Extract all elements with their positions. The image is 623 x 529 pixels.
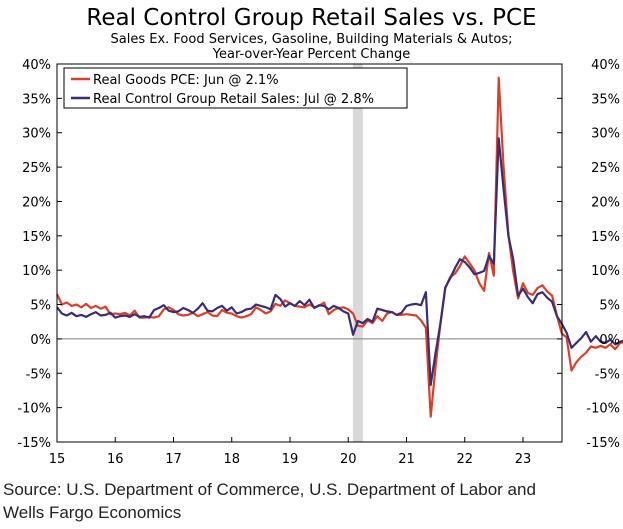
x-tick-label: 22 <box>456 452 473 467</box>
x-tick-label: 17 <box>165 452 182 467</box>
x-tick-label: 21 <box>398 452 415 467</box>
x-tick-label: 20 <box>340 452 357 467</box>
x-tick-label: 18 <box>223 452 240 467</box>
recession-shade <box>352 64 363 442</box>
legend-label-goods-pce: Real Goods PCE: Jun @ 2.1% <box>93 73 279 88</box>
source-line-1: Source: U.S. Department of Commerce, U.S… <box>3 480 536 499</box>
y-tick-label-left: 5% <box>30 299 51 314</box>
x-tick-label: 19 <box>282 452 299 467</box>
y-tick-label-right: 15% <box>591 230 620 245</box>
y-tick-label-right: 0% <box>599 333 620 348</box>
x-tick-label: 16 <box>107 452 124 467</box>
y-tick-label-right: 35% <box>591 92 620 107</box>
y-tick-label-left: 30% <box>22 127 51 142</box>
legend-label-control-group: Real Control Group Retail Sales: Jul @ 2… <box>93 92 374 107</box>
series-line-goods-pce <box>56 76 623 418</box>
chart-title: Real Control Group Retail Sales vs. PCE <box>86 5 537 31</box>
y-tick-label-left: -5% <box>26 367 51 382</box>
y-tick-label-right: -5% <box>595 367 620 382</box>
source-note: Source: U.S. Department of Commerce, U.S… <box>3 478 618 524</box>
y-tick-label-left: 20% <box>22 195 51 210</box>
y-tick-label-left: 25% <box>22 161 51 176</box>
x-tick-label: 23 <box>515 452 532 467</box>
legend-box <box>63 67 408 109</box>
y-tick-label-right: -15% <box>586 436 620 451</box>
source-line-2: Wells Fargo Economics <box>3 503 182 522</box>
y-tick-label-left: 10% <box>22 264 51 279</box>
series-line-control-group <box>56 137 623 387</box>
y-tick-label-right: 10% <box>591 264 620 279</box>
y-tick-label-left: 35% <box>22 92 51 107</box>
y-tick-label-right: 25% <box>591 161 620 176</box>
y-tick-label-right: 30% <box>591 127 620 142</box>
axis-group: 40% 40% 35% 35% 30% 30% 25% 25% 20% 20% 15% 15% 10% 1… <box>17 58 620 467</box>
y-tick-label-right: 5% <box>599 299 620 314</box>
plot-frame <box>56 63 563 443</box>
legend: Real Goods PCE: Jun @ 2.1% Real Control … <box>63 67 408 109</box>
y-tick-label-right: 20% <box>591 195 620 210</box>
x-tick-label: 15 <box>49 452 66 467</box>
chart-subtitle-line-1: Sales Ex. Food Services, Gasoline, Build… <box>110 32 513 47</box>
y-tick-label-right: -10% <box>586 402 620 417</box>
y-tick-label-left: -10% <box>17 402 51 417</box>
y-tick-label-left: 15% <box>22 230 51 245</box>
y-tick-label-left: 40% <box>22 58 51 73</box>
chart-subtitle-line-2: Year-over-Year Percent Change <box>212 47 411 62</box>
y-tick-label-right: 40% <box>591 58 620 73</box>
y-tick-label-left: -15% <box>17 436 51 451</box>
series-group <box>56 76 623 418</box>
y-tick-label-left: 0% <box>30 333 51 348</box>
